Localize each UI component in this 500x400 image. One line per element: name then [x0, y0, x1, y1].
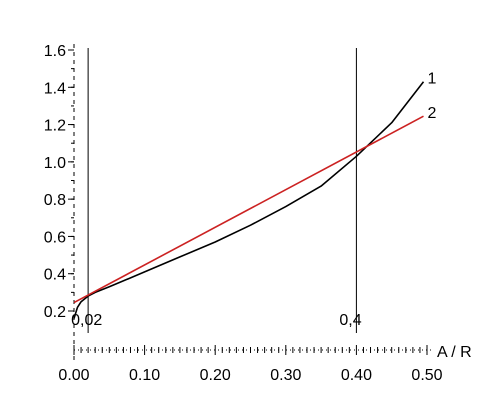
- reference-line-label: 0,4: [339, 312, 361, 329]
- y-tick-label: 0.8: [44, 192, 66, 209]
- series-label-2: 2: [427, 105, 436, 122]
- x-tick-label: 0.40: [341, 367, 372, 384]
- y-tick-label: 1.2: [44, 118, 66, 135]
- reference-lines: [87, 48, 357, 333]
- x-tick-label: 0.20: [200, 367, 231, 384]
- x-tick-label: 0.30: [270, 367, 301, 384]
- series-line-2: [73, 115, 424, 304]
- series-group: [73, 81, 425, 319]
- x-tick-label: 0.00: [58, 367, 89, 384]
- reference-line-label: 0,02: [71, 312, 102, 329]
- x-tick-label: 0.10: [129, 367, 160, 384]
- series-line-1: [73, 81, 425, 319]
- y-tick-label: 0.2: [44, 304, 66, 321]
- series-label-1: 1: [427, 71, 436, 88]
- x-tick-label: 0.50: [411, 367, 442, 384]
- y-tick-label: 1.0: [44, 155, 66, 172]
- x-axis-label: A / R: [437, 344, 472, 361]
- axes: [68, 44, 432, 362]
- labels-group: 0.2 0.4 0.6 0.8 1.0 1.2 1.4 1.6 0.00 0.10 0.20 0.30…: [44, 43, 472, 384]
- y-tick-label: 0.4: [44, 267, 66, 284]
- y-tick-label: 1.6: [44, 43, 66, 60]
- y-tick-label: 1.4: [44, 80, 66, 97]
- y-tick-label: 0.6: [44, 229, 66, 246]
